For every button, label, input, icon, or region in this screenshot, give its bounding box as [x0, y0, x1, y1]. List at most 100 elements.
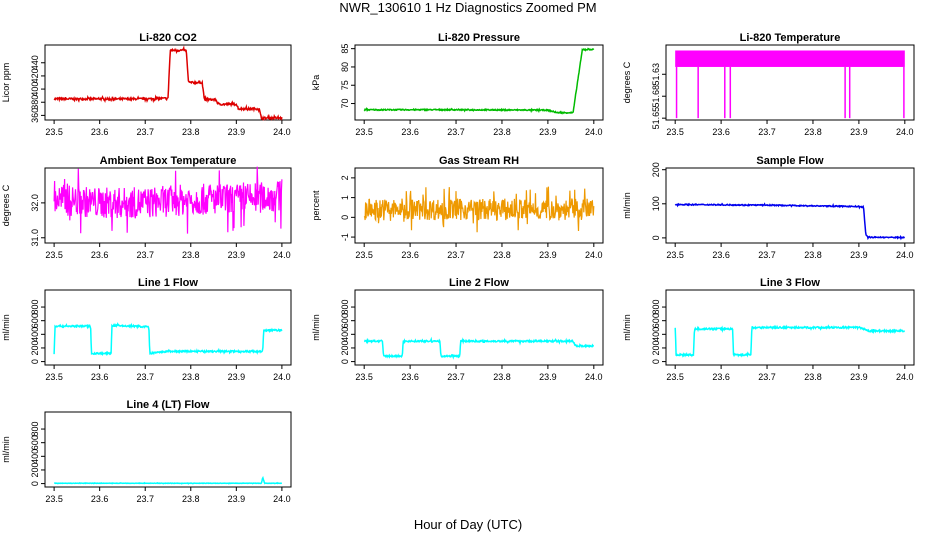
x-tick-label: 24.0 — [273, 250, 291, 260]
x-tick-label: 23.7 — [758, 372, 776, 382]
x-tick-label: 23.8 — [182, 127, 200, 137]
y-tick-label: 600 — [651, 313, 661, 328]
data-series — [53, 322, 283, 357]
plot-frame — [44, 289, 292, 366]
panel-title: Li-820 Pressure — [438, 32, 520, 44]
y-tick-label: 420 — [30, 68, 40, 83]
x-tick-label: 23.6 — [91, 494, 109, 504]
y-tick-label: 400 — [30, 327, 40, 342]
y-tick-label: 600 — [30, 435, 40, 450]
y-tick-label: 800 — [651, 300, 661, 315]
series-band — [675, 50, 905, 67]
x-tick-label: 23.6 — [91, 250, 109, 260]
x-tick-label: 23.5 — [45, 494, 63, 504]
x-tick-label: 23.9 — [850, 127, 868, 137]
y-tick-label: 360 — [30, 108, 40, 123]
x-tick-label: 23.8 — [804, 372, 822, 382]
x-tick-label: 23.8 — [804, 250, 822, 260]
x-tick-label: 23.7 — [136, 127, 154, 137]
x-tick-label: 23.7 — [447, 250, 465, 260]
y-tick-label: 31.0 — [30, 229, 40, 247]
y-tick-label: 51.63 — [651, 63, 661, 86]
y-tick-label: 51.68 — [651, 85, 661, 108]
y-tick-label: 200 — [30, 462, 40, 477]
series-line — [363, 186, 595, 233]
chart-panel-7: Line 1 Flow 23.5 23.6 23.7 23.8 23.9 24.0 0 2004… — [1, 277, 292, 382]
panel-title: Li-820 Temperature — [740, 32, 841, 44]
y-tick-label: 51.65 — [651, 107, 661, 130]
data-series — [53, 45, 283, 121]
y-axis-label: ml/min — [1, 314, 11, 341]
y-tick-label: 0 — [340, 215, 350, 220]
y-axis-label: degrees C — [1, 184, 11, 226]
x-tick-label: 23.6 — [712, 372, 730, 382]
y-tick-label: 200 — [651, 162, 661, 177]
x-tick-label: 23.5 — [666, 250, 684, 260]
x-tick-label: 23.8 — [182, 250, 200, 260]
x-tick-label: 23.8 — [493, 127, 511, 137]
x-tick-label: 23.8 — [493, 250, 511, 260]
plot-frame — [354, 289, 604, 366]
x-tick-label: 23.5 — [355, 372, 373, 382]
panel-title: Line 3 Flow — [760, 277, 820, 289]
y-tick-label: 80 — [340, 62, 350, 72]
y-tick-label: 200 — [651, 340, 661, 355]
x-tick-label: 24.0 — [585, 372, 603, 382]
chart-panel-5: Gas Stream RH 23.5 23.6 23.7 23.8 23.9 24.0 -1 0… — [311, 155, 604, 260]
series-line — [53, 322, 283, 357]
y-tick-label: 200 — [30, 340, 40, 355]
chart-panel-8: Line 2 Flow 23.5 23.6 23.7 23.8 23.9 24.0 0 2004… — [311, 277, 604, 382]
y-axis-label: kPa — [311, 75, 321, 91]
panel-title: Li-820 CO2 — [139, 32, 196, 44]
y-tick-label: 600 — [30, 313, 40, 328]
x-tick-label: 23.5 — [666, 372, 684, 382]
x-tick-label: 24.0 — [273, 127, 291, 137]
y-tick-label: 1 — [340, 195, 350, 200]
x-tick-label: 23.8 — [182, 494, 200, 504]
y-tick-label: 0 — [30, 359, 40, 364]
y-tick-label: 800 — [30, 300, 40, 315]
x-tick-label: 24.0 — [896, 250, 914, 260]
data-series — [674, 202, 905, 241]
panel-title: Gas Stream RH — [439, 155, 519, 167]
plot-frame — [665, 167, 915, 244]
x-tick-label: 24.0 — [273, 372, 291, 382]
x-tick-label: 23.5 — [45, 250, 63, 260]
y-axis-label: ml/min — [311, 314, 321, 341]
data-series — [675, 50, 905, 119]
x-tick-label: 23.7 — [447, 127, 465, 137]
y-axis-label: ml/min — [622, 314, 632, 341]
data-series — [363, 336, 594, 360]
chart-panel-1: Li-820 CO2 23.5 23.6 23.7 23.8 23.9 24.0 360380… — [1, 32, 292, 137]
plot-frame — [354, 44, 604, 121]
plot-frame — [665, 289, 915, 366]
x-tick-label: 23.7 — [136, 494, 154, 504]
y-tick-label: 400 — [651, 327, 661, 342]
x-tick-label: 23.5 — [355, 250, 373, 260]
x-tick-label: 23.9 — [228, 494, 246, 504]
x-tick-label: 23.5 — [45, 372, 63, 382]
x-tick-label: 23.7 — [447, 372, 465, 382]
panel-title: Line 1 Flow — [138, 277, 198, 289]
y-tick-label: 32.0 — [30, 194, 40, 212]
y-tick-label: 0 — [651, 359, 661, 364]
x-tick-label: 23.9 — [539, 250, 557, 260]
y-tick-label: 400 — [340, 327, 350, 342]
x-tick-label: 23.6 — [401, 250, 419, 260]
series-line — [674, 324, 905, 358]
x-tick-label: 24.0 — [585, 250, 603, 260]
chart-panel-3: Li-820 Temperature 23.5 23.6 23.7 23.8 23.9 24… — [622, 32, 915, 137]
plot-frame — [665, 44, 915, 121]
panel-title: Ambient Box Temperature — [100, 155, 237, 167]
x-tick-label: 23.6 — [91, 372, 109, 382]
data-series — [674, 324, 905, 358]
series-line — [363, 47, 595, 115]
y-tick-label: 70 — [340, 99, 350, 109]
x-tick-label: 23.9 — [228, 372, 246, 382]
y-tick-label: 200 — [340, 340, 350, 355]
x-tick-label: 23.7 — [136, 250, 154, 260]
x-tick-label: 23.6 — [712, 250, 730, 260]
x-tick-label: 23.8 — [493, 372, 511, 382]
y-tick-label: 0 — [340, 359, 350, 364]
x-tick-label: 23.8 — [182, 372, 200, 382]
